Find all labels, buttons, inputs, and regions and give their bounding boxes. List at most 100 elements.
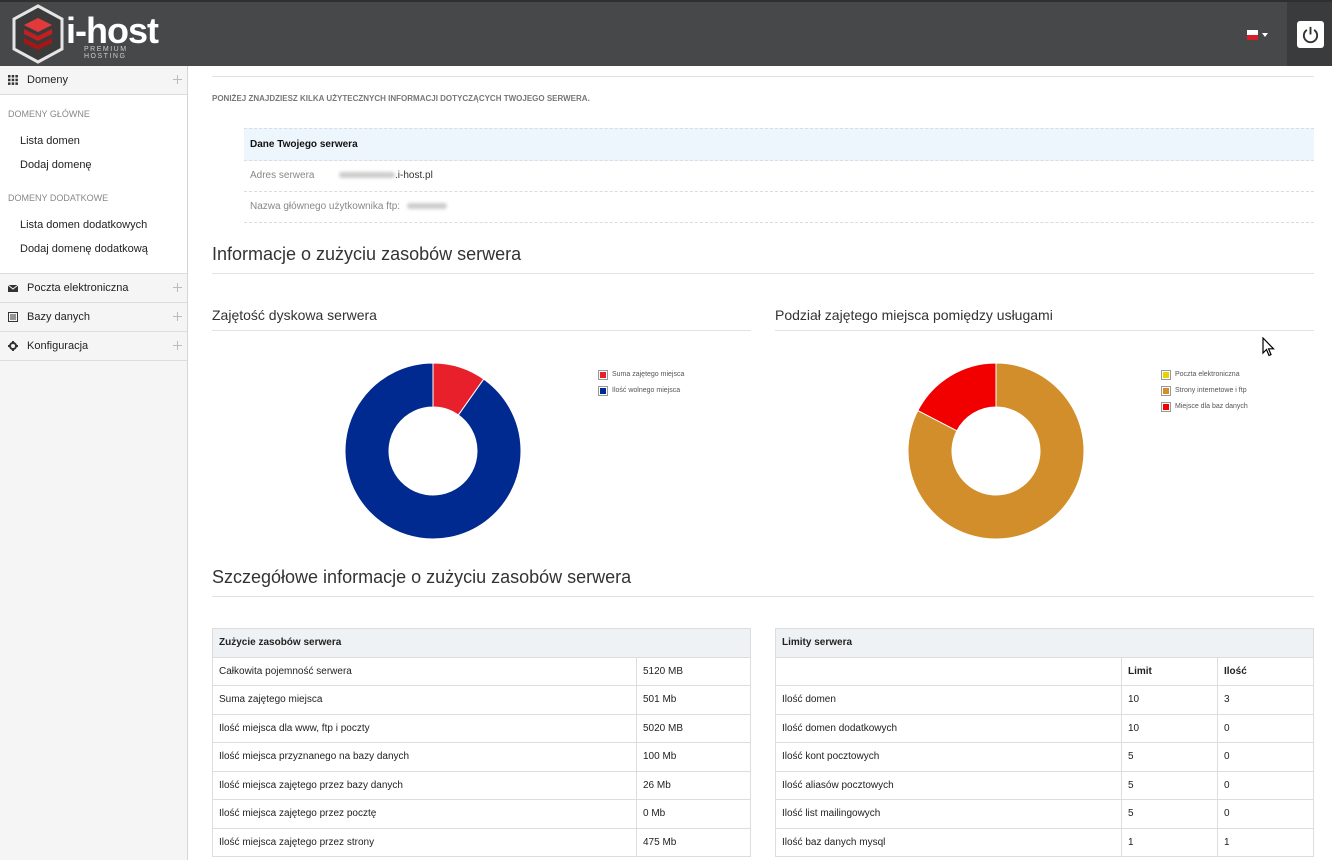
legend-item: Ilość wolnego miejsca	[598, 386, 684, 402]
group-title-extra-domains: DOMENY DODATKOWE	[8, 193, 109, 203]
disk-chart-legend: Suma zajętego miejsca Ilość wolnego miejs…	[598, 370, 684, 402]
usage-section-title: Informacje o zużyciu zasobów serwera	[212, 244, 522, 264]
envelope-icon	[8, 284, 18, 292]
legend-label: Miejsce dla baz danych	[1175, 403, 1248, 410]
legend-item: Strony internetowe i ftp	[1161, 386, 1248, 402]
link-dodaj-domene-dodatkowa[interactable]: Dodaj domenę dodatkową	[20, 243, 148, 255]
grid-icon	[8, 75, 18, 85]
services-chart-title: Podział zajętego miejsca pomiędzy usługa…	[775, 307, 1053, 323]
logout-button[interactable]	[1297, 21, 1324, 48]
limit-label: Ilość kont pocztowych	[775, 742, 1122, 772]
polish-flag-icon	[1247, 30, 1258, 35]
table-row: Ilość miejsca dla www, ftp i poczty 5020 …	[212, 713, 751, 743]
legend-swatch	[598, 370, 608, 380]
legend-label: Poczta elektroniczna	[1175, 371, 1240, 378]
legend-swatch	[1161, 370, 1171, 380]
limit-label: Ilość aliasów pocztowych	[775, 770, 1122, 800]
usage-table-caption: Zużycie zasobów serwera	[212, 628, 751, 658]
legend-item: Poczta elektroniczna	[1161, 370, 1248, 386]
link-lista-domen-dodatkowych[interactable]: Lista domen dodatkowych	[20, 219, 148, 231]
table-row: Ilość domen 10 3	[775, 685, 1314, 715]
limit-value: 5	[1121, 770, 1218, 800]
usage-label: Ilość miejsca zajętego przez pocztę	[212, 799, 637, 829]
usage-label: Ilość miejsca zajętego przez strony	[212, 827, 637, 857]
sidebar-item-konfiguracja[interactable]: Konfiguracja	[0, 332, 187, 361]
services-chart-legend: Poczta elektroniczna Strony internetowe i…	[1161, 370, 1248, 418]
usage-value: 5020 MB	[636, 713, 751, 743]
usage-label: Suma zajętego miejsca	[212, 685, 637, 715]
legend-swatch	[598, 386, 608, 396]
limit-value: 10	[1121, 713, 1218, 743]
expand-icon	[173, 341, 182, 350]
legend-swatch	[1161, 386, 1171, 396]
mouse-cursor-icon	[1262, 337, 1275, 357]
gear-icon	[8, 341, 18, 351]
intro-text: PONIŻEJ ZNAJDZIESZ KILKA UŻYTECZNYCH INF…	[212, 94, 590, 103]
logo-text: i-host	[66, 10, 159, 51]
redacted-value	[406, 203, 447, 210]
legend-swatch	[1161, 402, 1171, 412]
sidebar-item-domeny[interactable]: Domeny	[0, 66, 187, 95]
usage-label: Ilość miejsca zajętego przez bazy danych	[212, 770, 637, 800]
divider	[212, 596, 1314, 597]
limits-col-empty	[775, 656, 1122, 686]
top-bar: i-host PREMIUM HOSTING	[0, 0, 1332, 66]
details-section-title: Szczegółowe informacje o zużyciu zasobów…	[212, 567, 632, 587]
services-usage-donut-chart	[907, 362, 1085, 540]
usage-label: Ilość miejsca przyznanego na bazy danych	[212, 742, 637, 772]
table-row: Ilość miejsca zajętego przez strony 475 M…	[212, 827, 751, 857]
link-lista-domen[interactable]: Lista domen	[20, 135, 80, 147]
divider	[212, 273, 1314, 274]
sidebar-item-poczta[interactable]: Poczta elektroniczna	[0, 274, 187, 303]
limit-value: 5	[1121, 799, 1218, 829]
legend-label: Suma zajętego miejsca	[612, 371, 685, 378]
usage-value: 100 Mb	[636, 742, 751, 772]
divider	[212, 76, 1314, 77]
server-address-row: Adres serwera .i-host.pl	[244, 161, 1314, 192]
table-row: Ilość list mailingowych 5 0	[775, 799, 1314, 829]
limit-label: Ilość baz danych mysql	[775, 827, 1122, 857]
count-value: 0	[1217, 799, 1314, 829]
limits-table-caption: Limity serwera	[775, 628, 1314, 658]
sidebar-item-label: Bazy danych	[27, 311, 90, 323]
sidebar-item-bazy-danych[interactable]: Bazy danych	[0, 303, 187, 332]
limit-value: 5	[1121, 742, 1218, 772]
table-row: Suma zajętego miejsca 501 Mb	[212, 685, 751, 715]
server-info-title: Dane Twojego serwera	[244, 128, 1314, 161]
table-row: Ilość miejsca przyznanego na bazy danych…	[212, 742, 751, 772]
logo[interactable]: i-host PREMIUM HOSTING	[10, 4, 170, 64]
redacted-value	[339, 172, 395, 179]
usage-value: 26 Mb	[636, 770, 751, 800]
language-selector[interactable]	[1247, 30, 1269, 42]
usage-label: Całkowita pojemność serwera	[212, 656, 637, 686]
expand-icon	[173, 75, 182, 84]
server-address-label: Adres serwera	[250, 170, 315, 181]
table-row: Ilość domen dodatkowych 10 0	[775, 713, 1314, 743]
table-row: Ilość kont pocztowych 5 0	[775, 742, 1314, 772]
limits-col-limit: Limit	[1121, 656, 1218, 686]
count-value: 0	[1217, 770, 1314, 800]
limit-value: 10	[1121, 685, 1218, 715]
table-row: Ilość miejsca zajętego przez bazy danych…	[212, 770, 751, 800]
legend-label: Strony internetowe i ftp	[1175, 387, 1247, 394]
divider	[775, 330, 1314, 331]
count-value: 0	[1217, 742, 1314, 772]
donut-slice-1	[907, 362, 1085, 540]
sidebar-submenu-domeny: DOMENY GŁÓWNE Lista domen Dodaj domenę D…	[0, 95, 187, 274]
limits-col-count: Ilość	[1217, 656, 1314, 686]
expand-icon	[173, 283, 182, 292]
database-icon	[8, 312, 18, 322]
count-value: 3	[1217, 685, 1314, 715]
expand-icon	[173, 312, 182, 321]
table-row: Ilość aliasów pocztowych 5 0	[775, 770, 1314, 800]
usage-value: 0 Mb	[636, 799, 751, 829]
ftp-user-label: Nazwa głównego użytkownika ftp:	[250, 201, 401, 212]
group-title-main-domains: DOMENY GŁÓWNE	[8, 109, 90, 119]
usage-value: 501 Mb	[636, 685, 751, 715]
link-dodaj-domene[interactable]: Dodaj domenę	[20, 159, 92, 171]
legend-label: Ilość wolnego miejsca	[612, 387, 681, 394]
sidebar-item-label: Domeny	[27, 74, 68, 86]
disk-usage-donut-chart	[344, 362, 522, 540]
caret-down-icon	[1262, 33, 1268, 37]
usage-value: 5120 MB	[636, 656, 751, 686]
